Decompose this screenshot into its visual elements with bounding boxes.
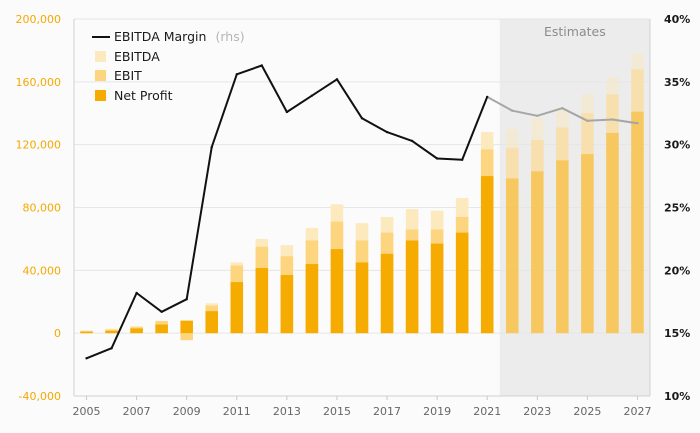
margin-point-2018 — [410, 139, 414, 143]
bar-net-profit-2019 — [430, 243, 444, 334]
left-tick-label: 120,000 — [16, 139, 62, 152]
legend-swatch-ebit — [95, 70, 106, 81]
right-tick-label: 15% — [664, 327, 690, 340]
bar-net-profit-2018 — [405, 240, 419, 334]
x-tick-label: 2015 — [323, 405, 351, 418]
margin-point-2026 — [611, 118, 614, 121]
bar-series — [80, 53, 644, 341]
bar-net-profit-2020 — [455, 232, 469, 334]
bar-net-profit-2015 — [330, 249, 344, 334]
bar-net-profit-2005 — [80, 331, 93, 334]
bar-net-profit-2022 — [506, 178, 519, 334]
margin-point-2010 — [210, 145, 213, 149]
bar-net-profit-2013 — [280, 275, 294, 334]
bar-net-profit-2012 — [255, 267, 269, 334]
x-tick-label: 2027 — [623, 405, 651, 418]
margin-point-2022 — [511, 109, 514, 112]
right-tick-label: 10% — [664, 390, 690, 403]
bar-net-profit-2016 — [355, 262, 369, 334]
bar-net-profit-2007 — [130, 328, 143, 334]
margin-point-2020 — [460, 158, 464, 161]
bar-ebit-2024 — [556, 127, 569, 334]
x-tick-label: 2025 — [573, 405, 601, 418]
right-tick-label: 30% — [664, 139, 690, 152]
bar-ebitda-2026 — [606, 77, 619, 334]
margin-point-2023 — [536, 114, 539, 117]
margin-point-2013 — [285, 110, 289, 114]
x-tick-label: 2007 — [123, 405, 151, 418]
bar-ebitda-2025 — [581, 94, 594, 334]
right-tick-label: 40% — [664, 13, 690, 26]
bar-ebit-2026 — [606, 94, 619, 334]
bar-net-profit-2010 — [205, 311, 218, 334]
margin-point-2012 — [260, 64, 264, 67]
estimates-label: Estimates — [544, 24, 606, 39]
left-tick-label: 200,000 — [16, 13, 62, 26]
margin-point-2011 — [235, 73, 238, 76]
bar-ebit-2009 — [180, 333, 193, 341]
bar-net-profit-2014 — [305, 264, 319, 334]
left-tick-label: -40,000 — [19, 390, 61, 403]
x-tick-label: 2013 — [273, 405, 301, 418]
x-tick-label: 2011 — [223, 405, 251, 418]
right-tick-label: 35% — [664, 76, 690, 89]
right-tick-label: 20% — [664, 264, 690, 277]
margin-point-2019 — [435, 157, 439, 160]
bar-net-profit-2026 — [606, 132, 619, 334]
x-tick-label: 2021 — [473, 405, 501, 418]
bar-net-profit-2024 — [556, 160, 569, 334]
bar-net-profit-2025 — [581, 154, 594, 334]
margin-line — [85, 64, 639, 360]
x-tick-label: 2023 — [523, 405, 551, 418]
x-tick-label: 2009 — [173, 405, 201, 418]
bar-ebitda-2022 — [506, 128, 519, 334]
legend-label-ebitda-margin: EBITDA Margin — [114, 29, 206, 44]
bar-ebit-2025 — [581, 113, 594, 334]
bar-net-profit-2006 — [105, 330, 118, 334]
legend-label-rhs: (rhs) — [216, 29, 245, 44]
bar-net-profit-2011 — [230, 282, 244, 334]
margin-point-2027 — [636, 122, 639, 125]
bar-net-profit-2017 — [380, 253, 394, 334]
margin-point-2015 — [335, 78, 339, 81]
margin-point-2024 — [561, 107, 564, 110]
x-tick-label: 2019 — [423, 405, 451, 418]
bar-net-profit-2023 — [531, 171, 544, 334]
legend-swatch-ebitda — [95, 51, 106, 62]
bar-ebit-2023 — [531, 139, 544, 334]
left-tick-label: 160,000 — [16, 76, 62, 89]
margin-point-2007 — [135, 291, 138, 295]
margin-point-2014 — [310, 94, 314, 97]
margin-point-2021 — [486, 95, 489, 99]
bar-ebit-2022 — [506, 147, 519, 334]
legend: EBITDA Margin (rhs) EBITDA EBIT Net Prof… — [92, 26, 245, 103]
right-tick-label: 25% — [664, 202, 690, 215]
margin-point-2006 — [110, 347, 113, 350]
margin-point-2005 — [85, 357, 88, 360]
margin-point-2017 — [385, 130, 389, 134]
x-tick-label: 2005 — [73, 405, 101, 418]
x-tick-label: 2017 — [373, 405, 401, 418]
left-tick-label: 80,000 — [23, 202, 62, 215]
bar-net-profit-2008 — [155, 324, 168, 334]
margin-point-2025 — [586, 119, 589, 122]
left-tick-label: 40,000 — [23, 264, 62, 277]
legend-item-ebitda: EBITDA — [114, 49, 160, 64]
bar-ebitda-2024 — [556, 108, 569, 334]
bar-net-profit-2009 — [180, 320, 193, 334]
bar-ebitda-2023 — [531, 117, 544, 334]
margin-point-2008 — [160, 310, 163, 314]
bar-net-profit-2027 — [631, 111, 644, 334]
legend-item-net-profit: Net Profit — [114, 88, 173, 103]
bar-ebit-2027 — [631, 69, 644, 334]
margin-point-2016 — [360, 117, 364, 120]
legend-swatch-net-profit — [95, 90, 106, 101]
bar-net-profit-2021 — [480, 176, 494, 334]
margin-point-2009 — [185, 298, 188, 301]
axes: -40,000 0 40,000 80,000 120,000 160,000 200,00… — [16, 13, 691, 418]
legend-item-ebitda-margin: EBITDA Margin (rhs) — [114, 26, 245, 45]
left-tick-label: 0 — [54, 327, 61, 340]
legend-item-ebit: EBIT — [114, 68, 142, 83]
